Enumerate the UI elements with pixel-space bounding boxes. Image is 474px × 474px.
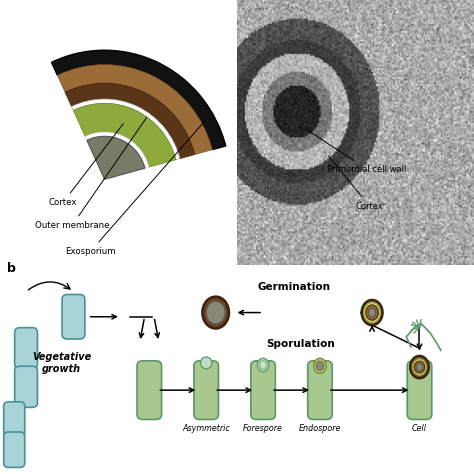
Ellipse shape xyxy=(368,308,376,317)
Ellipse shape xyxy=(410,356,429,378)
Text: Forespore: Forespore xyxy=(243,424,283,433)
Wedge shape xyxy=(87,137,145,179)
Text: Asymmetric: Asymmetric xyxy=(182,424,230,433)
Ellipse shape xyxy=(414,361,425,373)
FancyBboxPatch shape xyxy=(137,361,162,419)
Text: Primordial cell wall: Primordial cell wall xyxy=(306,129,406,173)
Text: Cell: Cell xyxy=(412,424,427,433)
FancyBboxPatch shape xyxy=(407,361,432,419)
FancyBboxPatch shape xyxy=(308,361,332,419)
FancyBboxPatch shape xyxy=(62,294,85,339)
Text: Endospore: Endospore xyxy=(299,424,341,433)
Ellipse shape xyxy=(416,363,423,371)
Ellipse shape xyxy=(257,358,269,372)
Text: Cortex: Cortex xyxy=(49,124,123,207)
FancyBboxPatch shape xyxy=(194,361,219,419)
Ellipse shape xyxy=(316,361,324,371)
FancyBboxPatch shape xyxy=(4,432,25,467)
Ellipse shape xyxy=(412,359,427,375)
Text: Cortex: Cortex xyxy=(329,156,383,211)
Wedge shape xyxy=(57,64,212,155)
FancyBboxPatch shape xyxy=(251,361,275,419)
Ellipse shape xyxy=(364,302,381,323)
Text: Outer membrane: Outer membrane xyxy=(35,118,146,230)
Text: Vegetative
growth: Vegetative growth xyxy=(32,352,91,374)
Wedge shape xyxy=(85,132,149,168)
Text: Germination: Germination xyxy=(257,283,330,292)
Wedge shape xyxy=(52,50,226,150)
Text: Sporulation: Sporulation xyxy=(266,339,336,349)
Ellipse shape xyxy=(206,301,225,324)
FancyBboxPatch shape xyxy=(15,328,37,369)
Ellipse shape xyxy=(201,357,212,369)
Text: b: b xyxy=(7,262,16,275)
Ellipse shape xyxy=(362,300,383,325)
Ellipse shape xyxy=(366,305,378,320)
Ellipse shape xyxy=(314,358,326,374)
Text: Exosporium: Exosporium xyxy=(65,120,205,256)
Wedge shape xyxy=(72,99,180,160)
Ellipse shape xyxy=(202,297,229,328)
FancyBboxPatch shape xyxy=(15,366,37,407)
FancyBboxPatch shape xyxy=(4,402,25,437)
Wedge shape xyxy=(65,83,195,159)
Ellipse shape xyxy=(260,361,266,369)
Wedge shape xyxy=(73,103,176,167)
